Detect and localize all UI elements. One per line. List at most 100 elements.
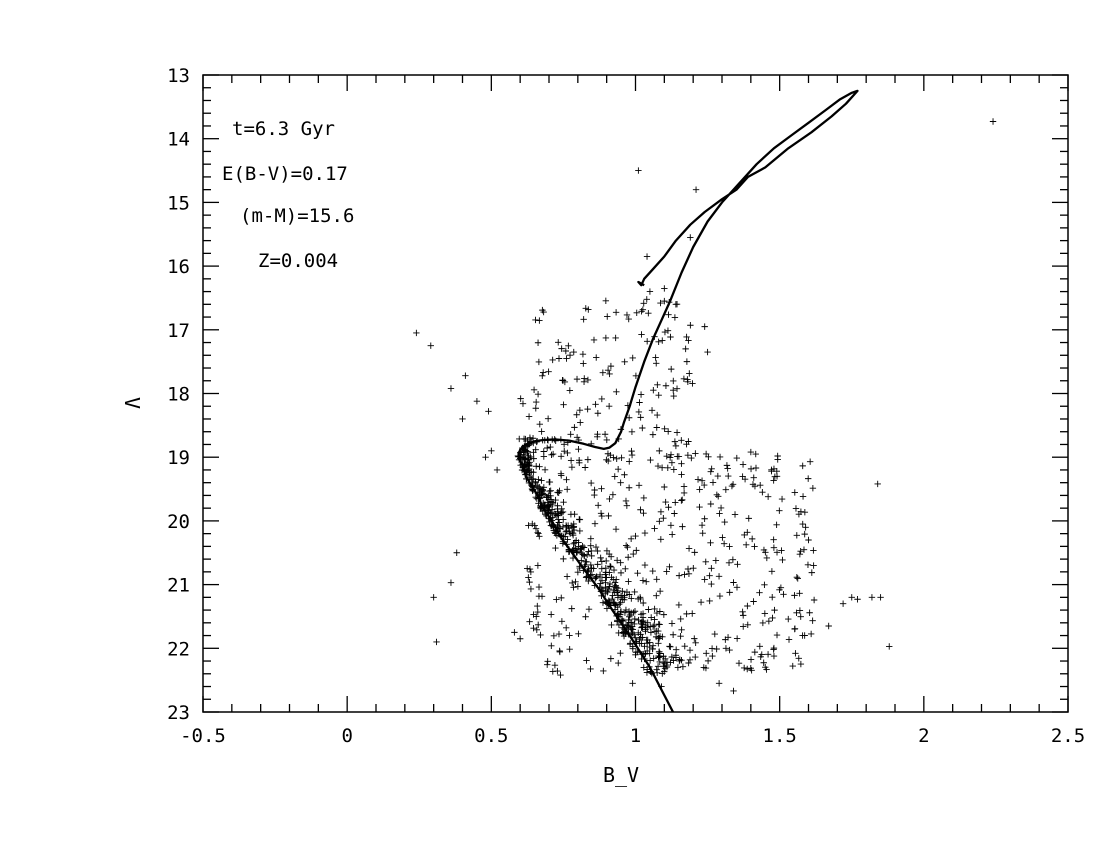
star-point — [580, 378, 588, 386]
star-point — [776, 507, 783, 514]
star-point — [574, 569, 582, 576]
star-point — [678, 656, 685, 664]
star-point — [649, 645, 656, 653]
star-point — [560, 555, 567, 563]
star-point — [578, 557, 585, 564]
star-point — [667, 522, 675, 529]
star-point — [716, 510, 723, 517]
star-point — [756, 589, 763, 596]
star-point — [626, 458, 633, 465]
star-point — [716, 592, 724, 600]
star-point — [707, 539, 714, 546]
star-point — [526, 472, 534, 480]
star-point — [752, 464, 760, 472]
star-point — [680, 489, 688, 497]
star-point — [610, 454, 617, 461]
star-point — [583, 657, 590, 664]
star-point — [709, 652, 716, 660]
star-point — [664, 464, 671, 471]
star-point — [565, 342, 572, 350]
star-point — [654, 381, 661, 389]
star-point — [538, 428, 545, 435]
star-point — [558, 594, 565, 602]
star-point — [638, 308, 645, 315]
star-point — [585, 606, 593, 613]
star-point — [722, 645, 730, 652]
star-point — [546, 488, 553, 495]
star-point — [665, 504, 672, 511]
star-point — [759, 489, 766, 496]
star-point — [780, 591, 787, 598]
star-point — [715, 680, 723, 687]
star-point — [686, 370, 693, 377]
star-point — [684, 452, 692, 459]
star-point — [617, 479, 624, 486]
star-point — [555, 511, 562, 519]
star-point — [726, 543, 733, 550]
x-tick-label: 0 — [341, 725, 352, 747]
star-point — [622, 542, 630, 549]
star-point — [671, 314, 679, 321]
star-point — [652, 354, 659, 361]
star-point — [622, 606, 630, 614]
star-point — [669, 631, 677, 638]
star-point — [708, 580, 715, 588]
star-point — [533, 613, 540, 620]
star-point — [802, 524, 809, 531]
star-point — [575, 446, 582, 453]
star-point — [526, 434, 534, 441]
star-point — [633, 309, 640, 316]
star-point — [635, 408, 643, 416]
star-point — [809, 617, 816, 624]
star-point — [809, 484, 817, 492]
star-point — [570, 540, 577, 548]
star-point — [639, 623, 646, 631]
star-point — [789, 662, 796, 670]
star-point — [643, 640, 651, 647]
star-point — [550, 632, 558, 640]
star-point — [526, 565, 534, 573]
star-point — [694, 476, 702, 483]
star-point — [647, 623, 654, 630]
star-point — [590, 336, 598, 344]
star-point — [796, 550, 804, 558]
star-point — [527, 453, 534, 461]
star-point — [605, 402, 613, 410]
star-point — [587, 542, 594, 549]
star-point — [640, 494, 648, 502]
star-point — [752, 450, 759, 458]
star-point — [807, 630, 815, 638]
star-point — [739, 461, 747, 468]
star-point — [697, 598, 705, 606]
star-point — [793, 532, 800, 539]
star-point — [594, 502, 602, 509]
star-point — [534, 608, 541, 616]
star-point — [519, 400, 527, 407]
star-point — [623, 588, 631, 596]
annotation-age: t=6.3 Gyr — [232, 118, 335, 140]
star-point — [576, 459, 583, 467]
star-point — [597, 510, 605, 517]
star-point — [635, 482, 643, 489]
star-point — [538, 477, 545, 484]
star-point — [806, 609, 813, 616]
star-point — [585, 548, 592, 555]
star-point — [532, 405, 539, 412]
star-point — [603, 574, 610, 581]
star-point — [570, 348, 577, 356]
star-point — [615, 659, 622, 667]
y-tick-label: 22 — [167, 638, 190, 660]
star-point — [557, 671, 564, 679]
star-point — [567, 457, 575, 464]
star-point — [629, 354, 636, 362]
star-point — [651, 628, 659, 635]
star-point — [744, 602, 751, 610]
star-point — [643, 253, 651, 260]
star-point — [678, 460, 685, 467]
star-point — [631, 631, 638, 638]
star-point — [771, 473, 779, 480]
star-point — [598, 558, 606, 565]
star-point — [598, 485, 605, 492]
star-point — [773, 468, 780, 475]
star-point — [687, 234, 694, 241]
